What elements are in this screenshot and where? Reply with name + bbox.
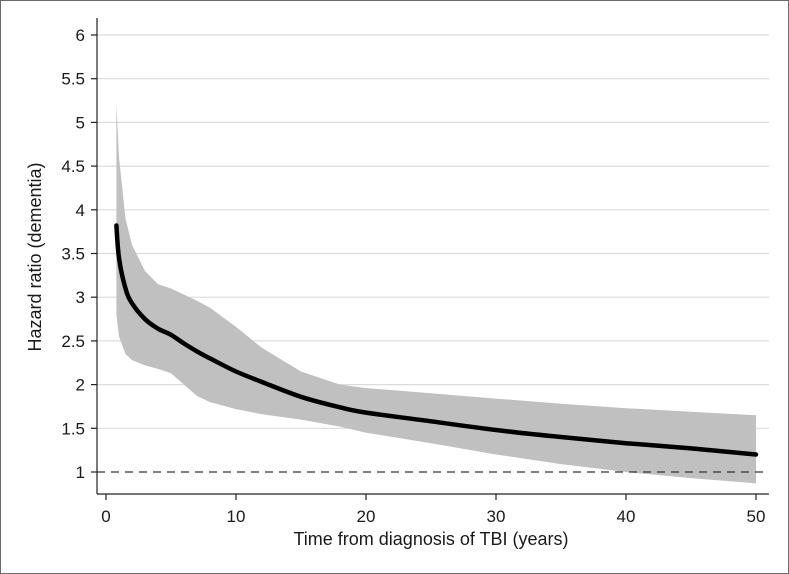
y-tick-label: 4 bbox=[76, 201, 85, 220]
y-tick-label: 4.5 bbox=[61, 157, 85, 176]
y-tick-label: 3.5 bbox=[61, 245, 85, 264]
axes bbox=[91, 18, 769, 500]
hazard-ratio-line bbox=[114, 223, 759, 457]
x-tick-label: 50 bbox=[747, 507, 766, 526]
x-axis-title: Time from diagnosis of TBI (years) bbox=[293, 529, 568, 549]
y-tick-label: 1 bbox=[76, 463, 85, 482]
y-axis-title: Hazard ratio (dementia) bbox=[25, 162, 45, 351]
y-tick-label: 2 bbox=[76, 376, 85, 395]
gridlines bbox=[97, 34, 769, 429]
x-tick-label: 40 bbox=[617, 507, 636, 526]
tick-labels: 1 1.5 2 2.5 3 3.5 4 4.5 5 5.5 6 0 10 20 30 40 50 bbox=[61, 26, 765, 526]
x-tick-label: 30 bbox=[487, 507, 506, 526]
x-tick-label: 20 bbox=[357, 507, 376, 526]
y-tick-label: 3 bbox=[76, 288, 85, 307]
x-tick-label: 10 bbox=[227, 507, 246, 526]
y-tick-label: 5 bbox=[76, 113, 85, 132]
y-tick-label: 6 bbox=[76, 26, 85, 45]
y-tick-label: 2.5 bbox=[61, 332, 85, 351]
x-tick-label: 0 bbox=[101, 507, 110, 526]
y-tick-label: 1.5 bbox=[61, 419, 85, 438]
y-tick-label: 5.5 bbox=[61, 70, 85, 89]
estimate-line bbox=[114, 223, 759, 457]
